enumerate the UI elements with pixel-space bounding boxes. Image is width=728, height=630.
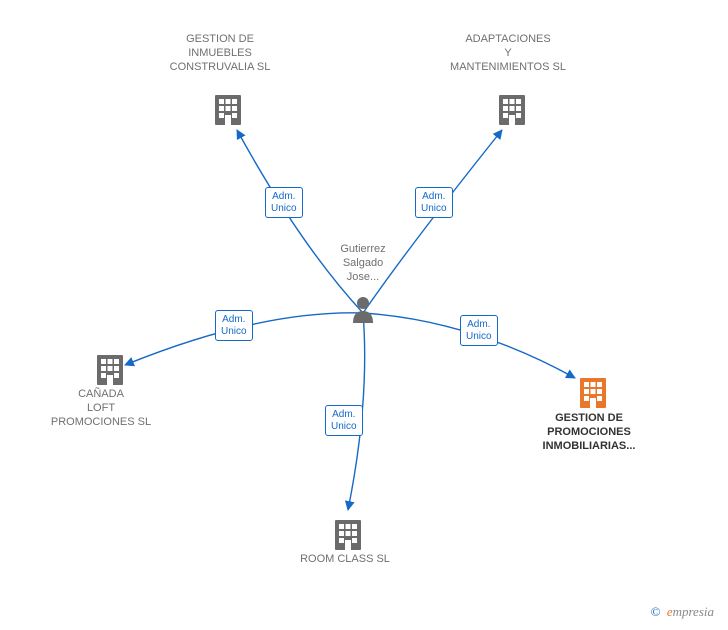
edge-path — [237, 130, 363, 313]
building-icon — [215, 95, 241, 125]
company-label: ROOM CLASS SL — [285, 553, 405, 567]
edge-role-label: Adm.Unico — [215, 310, 253, 341]
company-label: GESTION DE INMUEBLES CONSTRUVALIA SL — [160, 33, 280, 74]
building-icon — [499, 95, 525, 125]
company-label: CAÑADA LOFT PROMOCIONES SL — [36, 388, 166, 429]
building-icon — [335, 520, 361, 550]
footer-attribution: © empresia — [651, 604, 714, 620]
brand-rest: mpresia — [673, 604, 714, 619]
edge-role-label: Adm.Unico — [415, 187, 453, 218]
diagram-svg-layer — [0, 0, 728, 630]
edges-group — [125, 130, 575, 510]
copyright-symbol: © — [651, 604, 661, 619]
person-icon — [353, 297, 373, 323]
company-icons-group — [97, 95, 606, 550]
building-icon — [580, 378, 606, 408]
edge-role-label: Adm.Unico — [265, 187, 303, 218]
edge-role-label: Adm.Unico — [325, 405, 363, 436]
edge-path — [363, 130, 502, 313]
edge-role-label: Adm.Unico — [460, 315, 498, 346]
building-icon — [97, 355, 123, 385]
company-label: GESTION DE PROMOCIONES INMOBILIARIAS... — [534, 412, 644, 453]
company-label: ADAPTACIONES Y MANTENIMIENTOS SL — [443, 33, 573, 74]
center-person-label: Gutierrez Salgado Jose... — [333, 243, 393, 284]
